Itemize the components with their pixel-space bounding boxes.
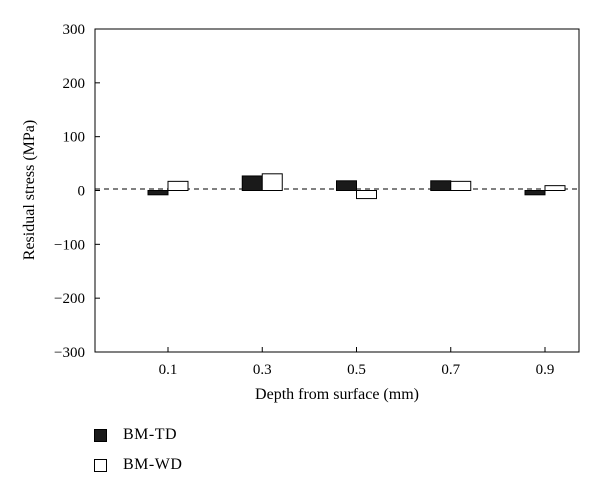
- x-tick-label: 0.5: [347, 362, 366, 378]
- x-axis-title: Depth from surface (mm): [255, 386, 419, 403]
- y-tick-label: −200: [54, 291, 85, 307]
- bar-bm-wd-0-3: [261, 173, 283, 191]
- x-tick-label: 0.7: [441, 362, 460, 378]
- legend-label-bm-td: BM-TD: [123, 426, 178, 443]
- y-tick-label: 0: [78, 184, 86, 200]
- y-tick-label: 100: [63, 130, 86, 146]
- y-axis-ticks: 300 200 100 0 −100 −200 −300: [54, 22, 100, 361]
- bars: [147, 173, 566, 200]
- y-tick-label: −300: [54, 345, 85, 361]
- x-tick-label: 0.1: [159, 362, 178, 378]
- bar-bm-td-0-5: [336, 180, 357, 191]
- y-tick-label: 200: [63, 76, 86, 92]
- legend-label-bm-wd: BM-WD: [123, 456, 183, 473]
- bar-bm-td-0-9: [524, 190, 546, 196]
- bar-bm-wd-0-5: [356, 190, 377, 200]
- x-axis-ticks: 0.1 0.3 0.5 0.7 0.9: [159, 347, 555, 378]
- bar-bm-wd-0-9: [544, 185, 566, 191]
- y-axis-title: Residual stress (MPa): [21, 120, 38, 260]
- bar-bm-wd-0-1: [167, 180, 189, 191]
- y-tick-label: −100: [54, 237, 85, 253]
- legend-item-bm-td: BM-TD: [94, 424, 182, 446]
- y-tick-label: 300: [63, 22, 86, 38]
- legend-swatch-bm-wd: [94, 458, 107, 472]
- legend-item-bm-wd: BM-WD: [94, 454, 182, 476]
- bar-bm-td-0-1: [147, 190, 169, 196]
- bar-bm-wd-0-7: [450, 180, 472, 191]
- bar-bm-td-0-7: [430, 180, 452, 191]
- chart: 300 200 100 0 −100 −200 −300 0.1 0.3 0.5 0.7 0.9 D…: [21, 22, 580, 403]
- bar-bm-td-0-3: [241, 175, 263, 191]
- x-tick-label: 0.3: [253, 362, 272, 378]
- legend-swatch-bm-td: [94, 428, 107, 442]
- x-tick-label: 0.9: [536, 362, 555, 378]
- legend: BM-TD BM-WD: [94, 424, 182, 484]
